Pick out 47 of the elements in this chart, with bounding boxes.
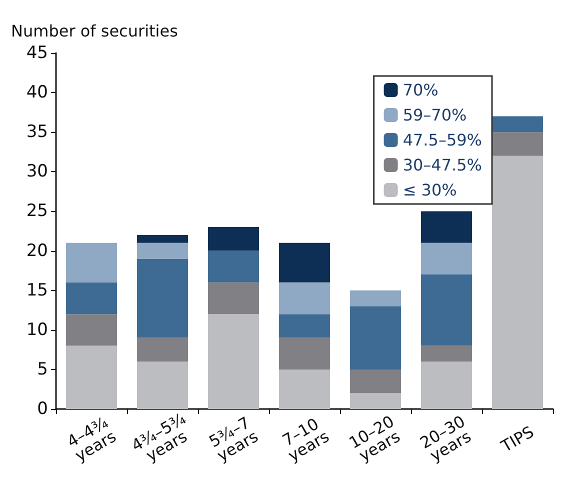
bar (420, 362, 472, 409)
bar (136, 338, 188, 362)
bar (420, 346, 472, 362)
x-tick-label: TIPS (497, 422, 538, 456)
bar (208, 314, 260, 409)
bar (278, 242, 330, 282)
y-tick-label: 10 (26, 320, 48, 340)
y-tick-label: 0 (37, 399, 48, 419)
legend-label: 70% (402, 80, 438, 100)
y-tick-label: 20 (26, 240, 48, 261)
bar (66, 282, 118, 314)
y-axis-title: Number of securities (11, 22, 178, 40)
bar (208, 282, 260, 314)
bar (420, 211, 472, 243)
bar (350, 306, 402, 370)
bar (420, 242, 472, 275)
bar (278, 338, 330, 370)
bar (136, 258, 188, 338)
y-tick-label: 35 (26, 122, 48, 142)
y-tick-label: 40 (26, 82, 48, 103)
bar (208, 227, 260, 251)
bar (278, 369, 330, 409)
bar (136, 234, 188, 243)
bar (420, 274, 472, 346)
y-tick-label: 5 (37, 359, 48, 380)
bar (278, 314, 330, 338)
bar (278, 282, 330, 314)
legend-label: ≤ 30% (402, 180, 457, 200)
bar (66, 346, 118, 409)
legend-label: 59–70% (402, 106, 467, 124)
bar (350, 290, 402, 306)
legend-label: 30–47.5% (402, 156, 482, 174)
bar (208, 250, 260, 282)
y-tick-label: 15 (26, 280, 48, 300)
y-tick-label: 30 (26, 162, 48, 182)
bar (492, 132, 544, 156)
bar (66, 242, 118, 282)
bar (136, 362, 188, 409)
bar (66, 314, 118, 346)
bar (136, 242, 188, 259)
y-tick-label: 45 (26, 43, 48, 63)
y-tick-label: 25 (26, 201, 48, 222)
bar (350, 393, 402, 409)
bar (492, 156, 544, 409)
legend-label: 47.5–59% (402, 130, 482, 150)
bar (350, 369, 402, 394)
bar (492, 116, 544, 132)
